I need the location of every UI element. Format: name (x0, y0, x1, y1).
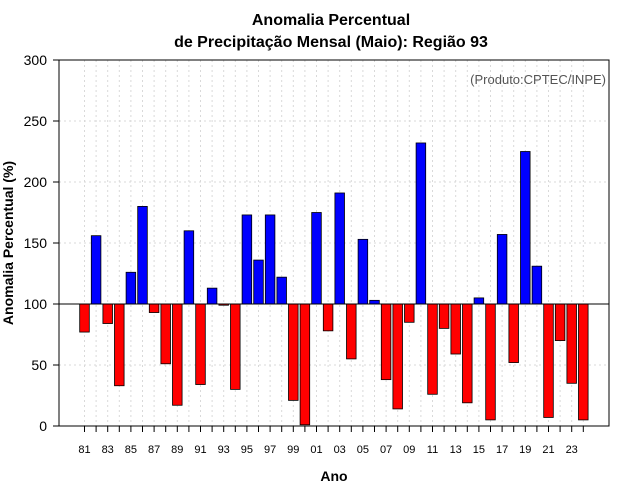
x-tick-label: 93 (218, 444, 230, 456)
x-tick-label: 03 (334, 444, 346, 456)
x-tick-label: 17 (496, 444, 508, 456)
x-tick-label: 11 (427, 444, 438, 456)
bar-91 (195, 303, 206, 385)
bar-85 (125, 271, 137, 305)
bar-95 (241, 214, 253, 305)
y-axis: 0 50 100 150 200 250 300 (24, 52, 59, 434)
bar-21 (543, 303, 554, 418)
x-tick-label: 81 (78, 444, 90, 456)
x-tick-label: 13 (450, 444, 462, 456)
x-tick-label: 01 (310, 444, 322, 456)
x-tick-label: 95 (241, 444, 253, 456)
x-tick-label: 23 (566, 444, 578, 456)
y-tick-label: 150 (24, 235, 48, 251)
x-tick-label: 99 (287, 444, 299, 456)
bar-94 (230, 303, 241, 390)
bar-03 (334, 192, 345, 305)
bar-82 (90, 235, 102, 305)
x-tick-label: 97 (264, 444, 276, 456)
bar-90 (183, 230, 195, 305)
x-tick-label: 83 (102, 444, 114, 456)
bar-97 (264, 214, 276, 305)
x-tick-label: 19 (519, 444, 531, 456)
bar-99 (288, 303, 299, 401)
x-tick-label: 85 (125, 444, 137, 456)
bar-10 (415, 142, 427, 305)
chart-subtitle: de Precipitação Mensal (Maio): Região 93 (174, 34, 488, 51)
x-tick-label: 91 (194, 444, 206, 456)
bar-08 (392, 303, 403, 410)
y-tick-label: 50 (31, 357, 47, 373)
y-tick-label: 300 (24, 52, 48, 68)
bar-81 (79, 303, 90, 333)
bar-12 (438, 303, 450, 329)
bars (79, 142, 589, 426)
bar-24 (578, 303, 589, 421)
x-tick-label: 09 (403, 444, 415, 456)
bar-23 (566, 303, 577, 384)
bar-88 (160, 303, 171, 365)
bar-17 (496, 234, 508, 305)
y-tick-label: 100 (24, 296, 48, 312)
x-axis-title: Ano (320, 468, 347, 484)
bar-98 (276, 276, 287, 305)
y-tick-label: 250 (24, 113, 48, 129)
bar-92 (206, 287, 218, 305)
chart-title: Anomalia Percentual (252, 12, 410, 29)
x-tick-label: 07 (380, 444, 392, 456)
bar-04 (346, 303, 357, 360)
bar-18 (508, 303, 519, 363)
bar-96 (253, 259, 264, 305)
bar-13 (450, 303, 461, 355)
bar-19 (520, 151, 531, 305)
x-tick-label: 87 (148, 444, 160, 456)
credit-text: (Produto:CPTEC/INPE) (470, 72, 606, 87)
bar-05 (357, 238, 369, 305)
x-tick-label: 05 (357, 444, 369, 456)
bar-14 (462, 303, 473, 404)
bar-15 (473, 297, 485, 305)
bar-16 (485, 303, 496, 421)
x-tick-label: 21 (542, 444, 554, 456)
y-axis-title: Anomalia Percentual (%) (0, 161, 16, 325)
bar-89 (172, 303, 183, 406)
bar-06 (369, 299, 380, 305)
bar-20 (531, 265, 543, 305)
bar-09 (404, 303, 415, 323)
bar-01 (311, 212, 322, 305)
x-axis: 81 83 85 87 89 91 93 95 97 99 01 03 05 07 09 11 13 15 17 19… (78, 426, 584, 456)
bar-11 (427, 303, 438, 395)
bar-07 (380, 303, 392, 381)
bar-02 (322, 303, 334, 332)
x-tick-label: 89 (171, 444, 183, 456)
x-tick-label: 15 (473, 444, 485, 456)
bar-87 (148, 303, 160, 313)
bar-84 (114, 303, 125, 387)
bar-83 (102, 303, 113, 324)
y-tick-label: 200 (24, 174, 48, 190)
bar-00 (299, 303, 311, 426)
bar-86 (137, 205, 148, 305)
y-tick-label: 0 (39, 418, 47, 434)
bar-22 (554, 303, 566, 341)
